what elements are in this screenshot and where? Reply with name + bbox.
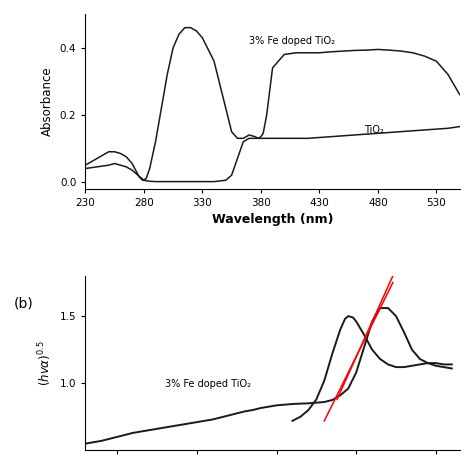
- Text: TiO₂: TiO₂: [364, 125, 383, 135]
- X-axis label: Wavelength (nm): Wavelength (nm): [212, 213, 333, 226]
- Text: 3% Fe doped TiO₂: 3% Fe doped TiO₂: [165, 379, 251, 389]
- Y-axis label: Absorbance: Absorbance: [41, 67, 54, 136]
- Y-axis label: $(hv\alpha)^{0.5}$: $(hv\alpha)^{0.5}$: [36, 340, 54, 386]
- Text: (b): (b): [14, 296, 34, 310]
- Text: 3% Fe doped TiO₂: 3% Fe doped TiO₂: [249, 36, 335, 46]
